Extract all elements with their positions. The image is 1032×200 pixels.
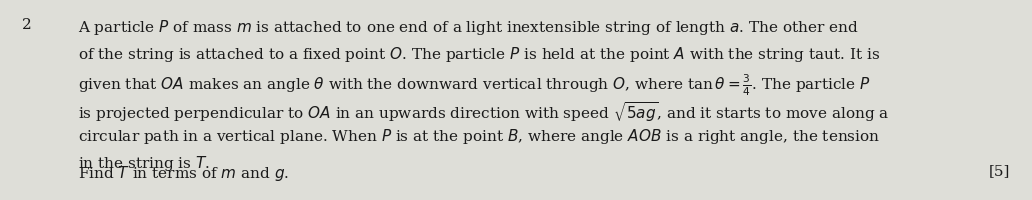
Text: A particle $P$ of mass $m$ is attached to one end of a light inextensible string: A particle $P$ of mass $m$ is attached t…: [78, 18, 859, 37]
Text: Find $T$ in terms of $m$ and $g$.: Find $T$ in terms of $m$ and $g$.: [78, 163, 289, 182]
Text: given that $OA$ makes an angle $\theta$ with the downward vertical through $O$, : given that $OA$ makes an angle $\theta$ …: [78, 72, 871, 97]
Text: is projected perpendicular to $OA$ in an upwards direction with speed $\sqrt{5ag: is projected perpendicular to $OA$ in an…: [78, 99, 890, 123]
Text: [5]: [5]: [989, 163, 1010, 177]
Text: in the string is $T$.: in the string is $T$.: [78, 153, 211, 172]
Text: 2: 2: [22, 18, 32, 32]
Text: of the string is attached to a fixed point $O$. The particle $P$ is held at the : of the string is attached to a fixed poi…: [78, 45, 880, 64]
Text: circular path in a vertical plane. When $P$ is at the point $B$, where angle $AO: circular path in a vertical plane. When …: [78, 126, 880, 145]
